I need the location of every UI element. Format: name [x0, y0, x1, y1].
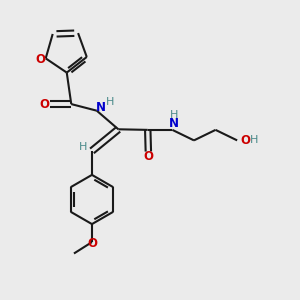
- Text: N: N: [96, 100, 106, 114]
- Text: O: O: [35, 53, 45, 66]
- Text: H: H: [79, 142, 87, 152]
- Text: H: H: [106, 97, 114, 107]
- Text: H: H: [170, 110, 178, 121]
- Text: O: O: [241, 134, 251, 147]
- Text: O: O: [87, 237, 97, 250]
- Text: H: H: [250, 135, 258, 146]
- Text: O: O: [143, 150, 153, 164]
- Text: N: N: [169, 117, 179, 130]
- Text: O: O: [39, 98, 49, 111]
